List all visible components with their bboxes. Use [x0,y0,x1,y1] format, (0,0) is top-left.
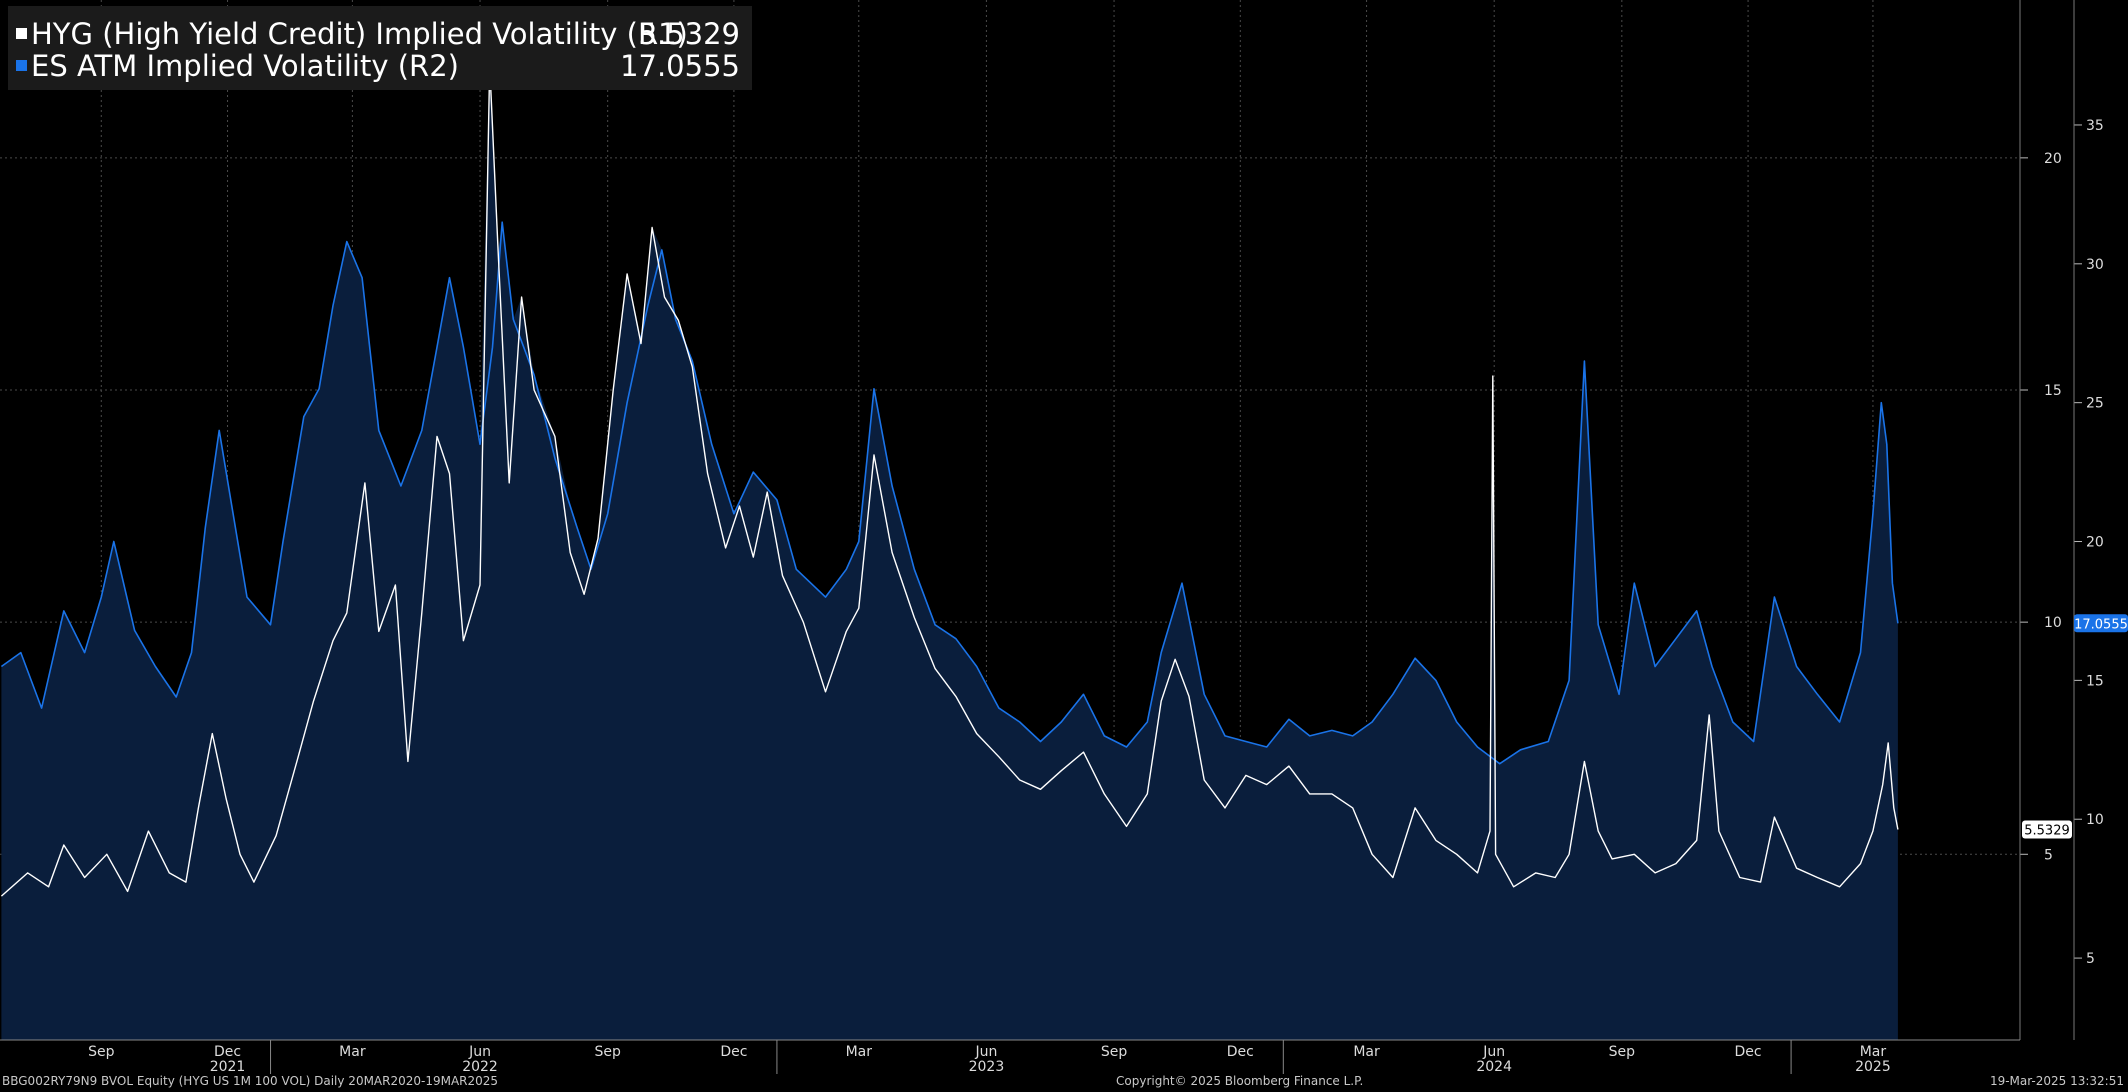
legend-label-hyg: HYG (High Yield Credit) Implied Volatili… [31,17,688,51]
x-month-label: Sep [1101,1044,1128,1060]
area-fill-layer [1,65,1898,1040]
legend-swatch-es [16,59,27,71]
x-month-label: Mar [846,1044,873,1060]
x-year-label: 2025 [1855,1059,1891,1075]
x-axis: Sep Dec Mar Jun Sep Dec Mar Jun Sep Dec Mar Jun Sep D… [0,1039,2020,1075]
x-month-label: Dec [214,1044,241,1060]
legend-item-hyg[interactable]: HYG (High Yield Credit) Implied Volatili… [16,18,740,50]
area-fill [1,65,1898,1040]
r1-tick-label: 20 [2044,151,2062,167]
r2-tick-label: 15 [2086,673,2104,689]
x-month-label: Mar [339,1044,366,1060]
x-year-label: 2021 [210,1059,246,1075]
x-month-label: Mar [1353,1044,1380,1060]
x-month-label: Sep [88,1044,115,1060]
x-month-label: Dec [1735,1044,1762,1060]
r2-tick-label: 10 [2086,812,2104,828]
legend-value-hyg: 5.5329 [638,17,740,51]
r2-tick-label: 20 [2086,535,2104,551]
x-year-label: 2023 [969,1059,1005,1075]
legend-swatch-hyg [16,27,27,39]
r2-tick-label: 35 [2086,118,2104,134]
x-year-label: 2022 [462,1059,498,1075]
x-month-label: Mar [1860,1044,1887,1060]
legend-label-es: ES ATM Implied Volatility (R2) [31,49,459,83]
series-line-layer [0,64,1899,897]
x-month-label: Jun [1482,1044,1505,1060]
legend: HYG (High Yield Credit) Implied Volatili… [8,6,752,90]
x-year-label: 2024 [1476,1059,1512,1075]
axis-r1: 5 10 15 20 [2019,0,2062,1040]
footer-copyright: Copyright© 2025 Bloomberg Finance L.P. [1116,1074,1364,1088]
r2-tick-label: 5 [2086,951,2095,967]
r2-tick-label: 25 [2086,396,2104,412]
last-value-es: 17.0555 [2074,617,2128,632]
footer-timestamp: 19-Mar-2025 13:32:51 [1989,1074,2124,1088]
legend-value-es: 17.0555 [620,49,740,83]
series-line-es-atm-vol [0,221,1899,765]
last-value-hyg-box [2022,820,2072,839]
last-value-hyg: 5.5329 [2024,824,2070,839]
r2-tick-label: 30 [2086,257,2104,273]
r1-tick-label: 10 [2044,615,2062,631]
axis-r2: 5 10 15 20 25 30 35 [2073,0,2104,1040]
last-value-es-box [2074,614,2128,633]
r1-tick-label: 5 [2044,847,2053,863]
r1-tick-label: 15 [2044,383,2062,399]
x-month-label: Dec [720,1044,747,1060]
x-month-label: Sep [1609,1044,1636,1060]
x-month-label: Jun [468,1044,491,1060]
legend-item-es[interactable]: ES ATM Implied Volatility (R2) 17.0555 [16,50,740,82]
series-line-hyg-vol [0,64,1899,897]
footer-ticker: BBG002RY79N9 BVOL Equity (HYG US 1M 100 … [2,1074,499,1088]
x-month-label: Sep [594,1044,621,1060]
x-month-label: Dec [1227,1044,1254,1060]
x-month-label: Jun [974,1044,997,1060]
last-value-markers: 5.5329 17.0555 [2022,614,2128,839]
